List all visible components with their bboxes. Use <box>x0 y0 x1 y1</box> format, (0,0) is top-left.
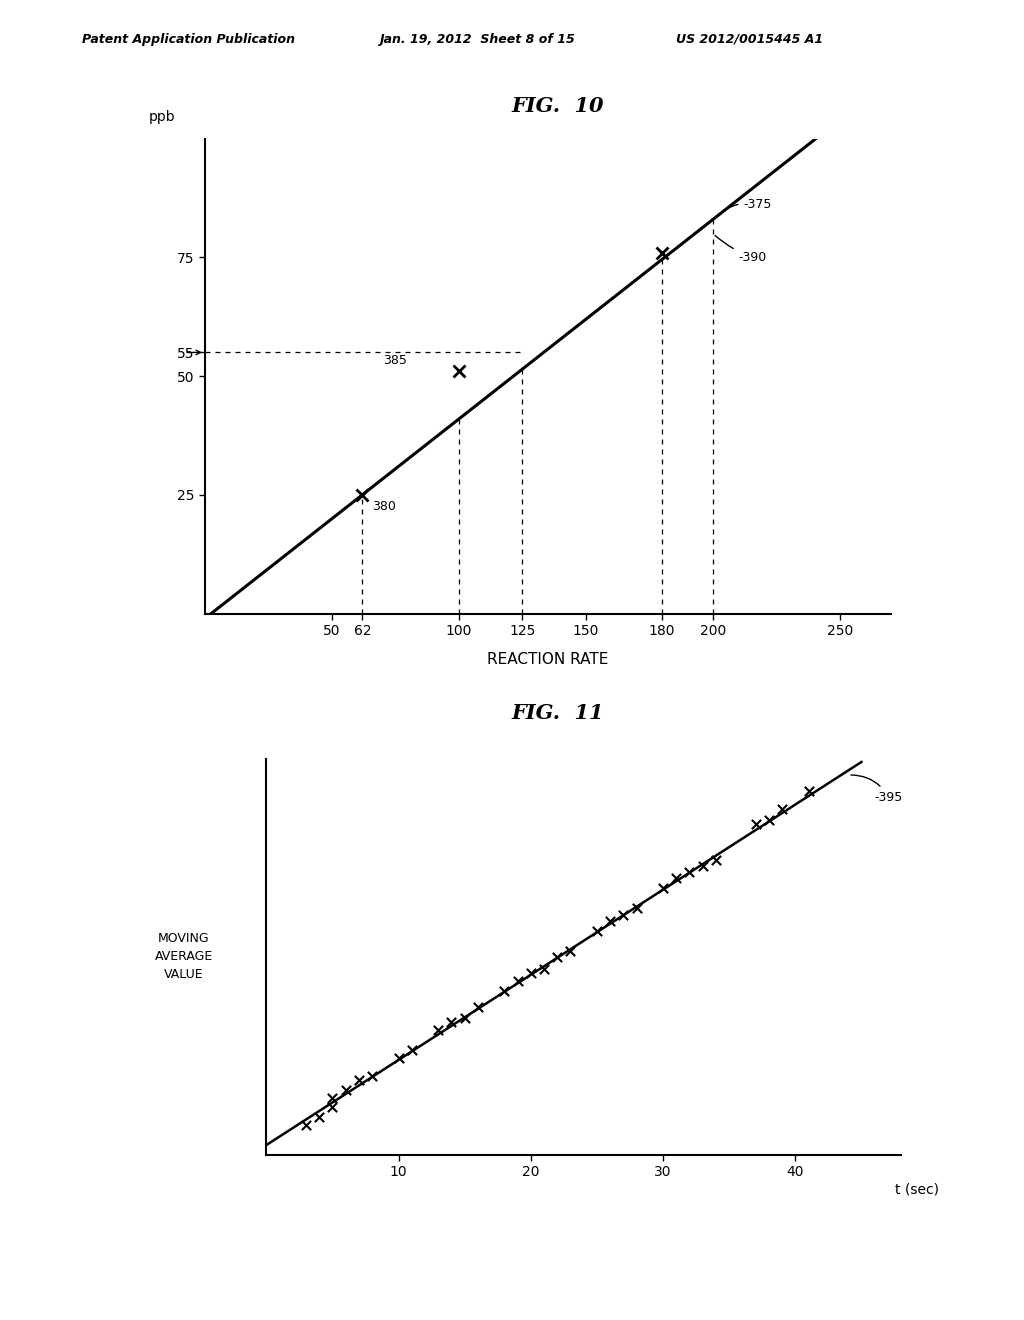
Point <box>761 809 777 832</box>
Point <box>589 921 605 942</box>
Point <box>668 867 684 888</box>
Point <box>801 780 817 801</box>
Point <box>509 970 525 991</box>
Text: MOVING
AVERAGE
VALUE: MOVING AVERAGE VALUE <box>155 932 213 982</box>
Point <box>403 1040 420 1061</box>
Point <box>496 979 512 1001</box>
Point <box>708 850 724 871</box>
Point <box>443 1011 460 1032</box>
Point <box>655 876 672 898</box>
Point <box>325 1097 341 1118</box>
Text: t (sec): t (sec) <box>895 1183 939 1197</box>
Point <box>774 797 791 818</box>
Text: 380: 380 <box>373 500 396 512</box>
Point <box>681 862 697 883</box>
Point <box>562 940 579 961</box>
Point <box>338 1080 354 1101</box>
Text: -375: -375 <box>728 198 772 211</box>
Point <box>549 946 565 968</box>
Point <box>522 962 539 983</box>
Point <box>390 1048 407 1069</box>
Text: Patent Application Publication: Patent Application Publication <box>82 33 295 46</box>
Point <box>748 813 764 836</box>
Text: FIG.  10: FIG. 10 <box>512 96 604 116</box>
Text: ppb: ppb <box>148 111 175 124</box>
Point <box>615 906 632 927</box>
Point <box>430 1019 446 1040</box>
Point <box>457 1008 473 1030</box>
X-axis label: REACTION RATE: REACTION RATE <box>487 652 608 667</box>
Text: Jan. 19, 2012  Sheet 8 of 15: Jan. 19, 2012 Sheet 8 of 15 <box>379 33 574 46</box>
Text: US 2012/0015445 A1: US 2012/0015445 A1 <box>676 33 823 46</box>
Text: -395: -395 <box>851 775 903 804</box>
Point <box>298 1114 314 1135</box>
Point <box>311 1106 328 1127</box>
Point <box>629 898 645 919</box>
Point <box>470 995 486 1016</box>
Text: -390: -390 <box>715 235 767 264</box>
Point <box>602 911 618 932</box>
Point <box>536 958 552 979</box>
Text: 385: 385 <box>383 354 407 367</box>
Point <box>325 1088 341 1109</box>
Point <box>694 855 711 876</box>
Text: FIG.  11: FIG. 11 <box>512 704 604 723</box>
Point <box>364 1065 380 1086</box>
Point <box>350 1069 367 1090</box>
